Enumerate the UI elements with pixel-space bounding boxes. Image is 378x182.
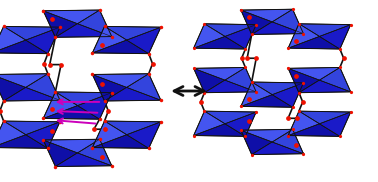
Polygon shape [105, 87, 161, 101]
Polygon shape [26, 27, 60, 54]
Polygon shape [0, 135, 48, 148]
Polygon shape [204, 24, 256, 36]
Polygon shape [252, 22, 304, 34]
Polygon shape [4, 121, 60, 135]
Polygon shape [0, 26, 26, 53]
Polygon shape [127, 122, 161, 148]
Polygon shape [43, 139, 99, 153]
Polygon shape [56, 153, 112, 167]
Polygon shape [77, 139, 112, 166]
Polygon shape [56, 24, 112, 37]
Polygon shape [0, 40, 48, 54]
Polygon shape [92, 74, 127, 101]
Polygon shape [319, 112, 351, 136]
Polygon shape [288, 68, 319, 93]
Polygon shape [43, 140, 77, 167]
Polygon shape [77, 93, 112, 119]
Polygon shape [272, 9, 304, 34]
Polygon shape [43, 11, 77, 37]
Polygon shape [241, 9, 293, 22]
Polygon shape [127, 27, 161, 54]
Polygon shape [0, 121, 26, 148]
Polygon shape [194, 24, 225, 48]
Polygon shape [43, 106, 99, 119]
Polygon shape [204, 80, 256, 93]
Polygon shape [288, 124, 340, 136]
Polygon shape [252, 142, 304, 155]
Polygon shape [92, 121, 127, 148]
Polygon shape [319, 68, 351, 92]
Polygon shape [194, 36, 245, 49]
Polygon shape [26, 122, 60, 148]
Polygon shape [241, 95, 293, 107]
Polygon shape [105, 26, 161, 40]
Polygon shape [299, 111, 351, 124]
Polygon shape [194, 124, 245, 136]
Polygon shape [272, 129, 304, 154]
Polygon shape [288, 68, 340, 80]
Polygon shape [194, 68, 245, 80]
Polygon shape [241, 10, 272, 34]
Polygon shape [194, 68, 225, 93]
Polygon shape [0, 74, 48, 87]
Polygon shape [299, 80, 351, 93]
Polygon shape [241, 130, 272, 155]
Polygon shape [194, 111, 225, 136]
Polygon shape [92, 26, 127, 53]
Polygon shape [288, 111, 319, 136]
Polygon shape [43, 92, 77, 118]
Polygon shape [204, 111, 256, 124]
Polygon shape [4, 26, 60, 40]
Polygon shape [0, 74, 26, 101]
Polygon shape [288, 36, 340, 49]
Polygon shape [241, 82, 272, 106]
Polygon shape [127, 74, 161, 100]
Polygon shape [77, 10, 112, 37]
Polygon shape [272, 83, 304, 107]
Polygon shape [105, 121, 161, 135]
Polygon shape [56, 92, 112, 106]
Polygon shape [299, 24, 351, 36]
Polygon shape [4, 87, 60, 101]
Polygon shape [92, 40, 149, 54]
Polygon shape [225, 25, 256, 49]
Polygon shape [225, 112, 256, 136]
Polygon shape [43, 10, 99, 24]
Polygon shape [241, 129, 293, 142]
Polygon shape [92, 135, 149, 148]
Polygon shape [252, 82, 304, 95]
Polygon shape [319, 25, 351, 49]
Polygon shape [92, 74, 149, 87]
Polygon shape [225, 68, 256, 92]
Polygon shape [26, 74, 60, 100]
Polygon shape [288, 24, 319, 48]
